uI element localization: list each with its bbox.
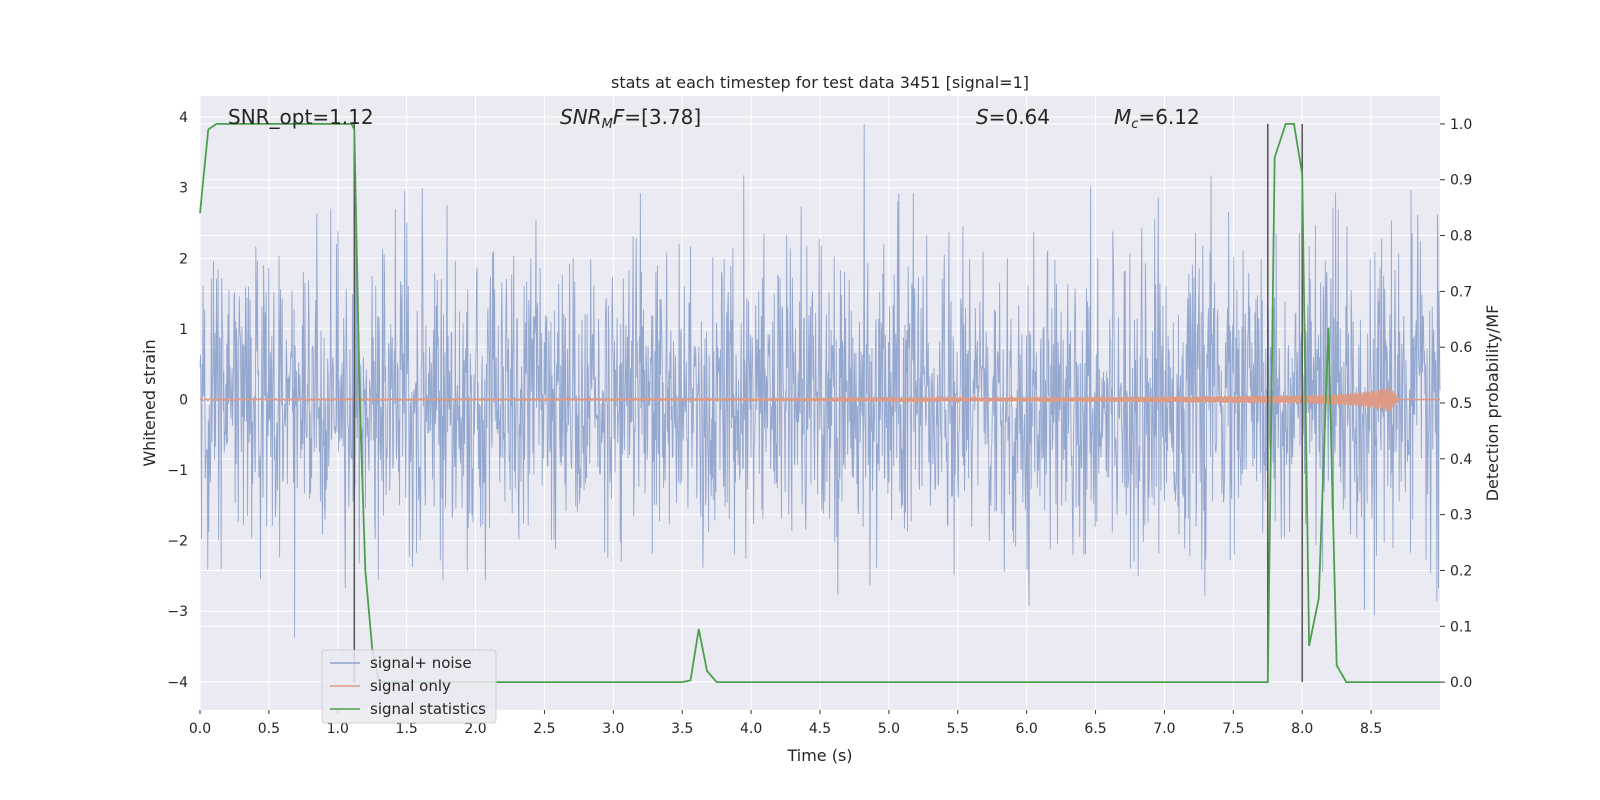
snr-opt-annotation: SNR_opt=1.12: [228, 105, 374, 129]
x-tick-label: 4.5: [809, 721, 831, 737]
x-tick-label: 4.0: [740, 721, 762, 737]
mc-value: 6.12: [1155, 105, 1200, 129]
y-axis-label-left: Whitened strain: [140, 339, 159, 466]
y-tick-label-left: 2: [179, 251, 188, 267]
x-axis-label: Time (s): [786, 746, 852, 765]
y-tick-label-right: 0.9: [1450, 173, 1472, 189]
legend-box: [321, 649, 497, 724]
y-axis-label-right: Detection probability/MF: [1483, 305, 1502, 502]
y-tick-label-left: −3: [167, 604, 188, 620]
y-tick-label-right: 0.1: [1450, 619, 1472, 635]
snr-mf-value: [3.78]: [641, 105, 701, 129]
s-value: 0.64: [1005, 105, 1050, 129]
y-tick-label-right: 1.0: [1450, 117, 1472, 133]
legend-label-signal: signal only: [370, 677, 451, 695]
y-tick-label-left: −4: [167, 675, 188, 691]
legend-label-stat: signal statistics: [370, 700, 486, 718]
y-tick-label-left: 0: [179, 392, 188, 408]
y-tick-label-right: 0.7: [1450, 284, 1472, 300]
signal-only-line: [199, 386, 1440, 413]
signal-noise-series: [199, 124, 1441, 638]
signal-noise-line: [199, 124, 1441, 638]
x-tick-label: 6.0: [1016, 721, 1038, 737]
x-tick-label: 8.0: [1291, 721, 1313, 737]
x-tick-label: 7.0: [1153, 721, 1175, 737]
y-tick-label-right: 0.8: [1450, 229, 1472, 245]
x-tick-label: 8.5: [1360, 721, 1382, 737]
y-tick-label-right: 0.0: [1450, 675, 1472, 691]
x-tick-label: 0.5: [258, 721, 280, 737]
tick-labels: 0.0 0.5 1.0 1.5 2.0 2.5 3.0 3.5 4.0 4.5 5.0 5.5 6.0 6…: [167, 110, 1472, 737]
signal-statistics-line: [199, 123, 1440, 683]
legend: signal+ noise signal only signal statist…: [321, 649, 497, 724]
x-tick-label: 0.0: [189, 721, 211, 737]
x-tick-label: 5.0: [878, 721, 900, 737]
y-tick-label-left: −2: [167, 534, 188, 550]
x-tick-label: 1.5: [396, 721, 418, 737]
s-annotation: S=0.64: [976, 105, 1050, 129]
x-tick-label: 5.5: [947, 721, 969, 737]
signal-statistics-series: [199, 123, 1440, 683]
y-tick-label-right: 0.3: [1450, 508, 1472, 524]
y-tick-label-left: −1: [167, 463, 188, 479]
y-tick-label-right: 0.5: [1450, 396, 1472, 412]
y-tick-label-right: 0.2: [1450, 563, 1472, 579]
y-tick-label-right: 0.4: [1450, 452, 1472, 468]
legend-label-noise: signal+ noise: [370, 654, 472, 672]
x-tick-label: 7.5: [1222, 721, 1244, 737]
chart-title: stats at each timestep for test data 345…: [611, 73, 1029, 92]
y-tick-label-left: 4: [179, 110, 188, 126]
y-tick-label-left: 1: [179, 322, 188, 338]
snr-mf-annotation: SNRMF=[3.78]: [560, 105, 701, 132]
x-tick-label: 2.5: [533, 721, 555, 737]
x-tick-label: 2.0: [464, 721, 486, 737]
x-tick-label: 6.5: [1084, 721, 1106, 737]
y-tick-label-left: 3: [179, 181, 188, 197]
signal-only-series: [199, 386, 1440, 413]
x-tick-label: 1.0: [327, 721, 349, 737]
y-tick-label-right: 0.6: [1450, 340, 1472, 356]
x-tick-label: 3.0: [602, 721, 624, 737]
mc-annotation: Mc=6.12: [1114, 105, 1200, 132]
x-tick-label: 3.5: [671, 721, 693, 737]
